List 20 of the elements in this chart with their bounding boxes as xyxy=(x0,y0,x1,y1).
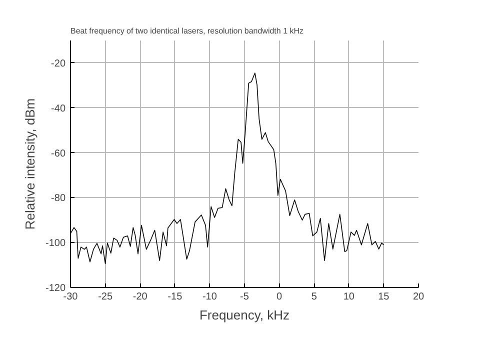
y-tick-label: -60 xyxy=(51,148,66,160)
y-tick-label: -100 xyxy=(45,238,66,250)
x-tick-label: 5 xyxy=(311,292,318,302)
y-tick-label: -40 xyxy=(51,103,66,114)
x-tick-label: -10 xyxy=(202,292,218,302)
x-tick-label: -20 xyxy=(132,292,148,302)
x-tick-label: 20 xyxy=(412,292,424,302)
y-axis-title: Relative intensity, dBm xyxy=(22,98,38,230)
x-tick-label: -5 xyxy=(240,292,250,302)
chart-title: Beat frequency of two identical lasers, resolution bandwidth 1 kHz xyxy=(70,26,304,36)
x-tick-label: 0 xyxy=(276,292,283,302)
x-tick-label: -25 xyxy=(98,292,113,302)
y-tick-label: -20 xyxy=(51,58,66,70)
y-tick-label: -120 xyxy=(45,283,66,294)
x-tick-label: -30 xyxy=(63,292,78,302)
y-tick-label: -80 xyxy=(51,193,66,204)
x-tick-label: -15 xyxy=(168,292,183,302)
x-tick-label: 10 xyxy=(343,292,355,302)
x-axis-title: Frequency, kHz xyxy=(199,308,290,322)
x-tick-label: 15 xyxy=(378,292,390,302)
